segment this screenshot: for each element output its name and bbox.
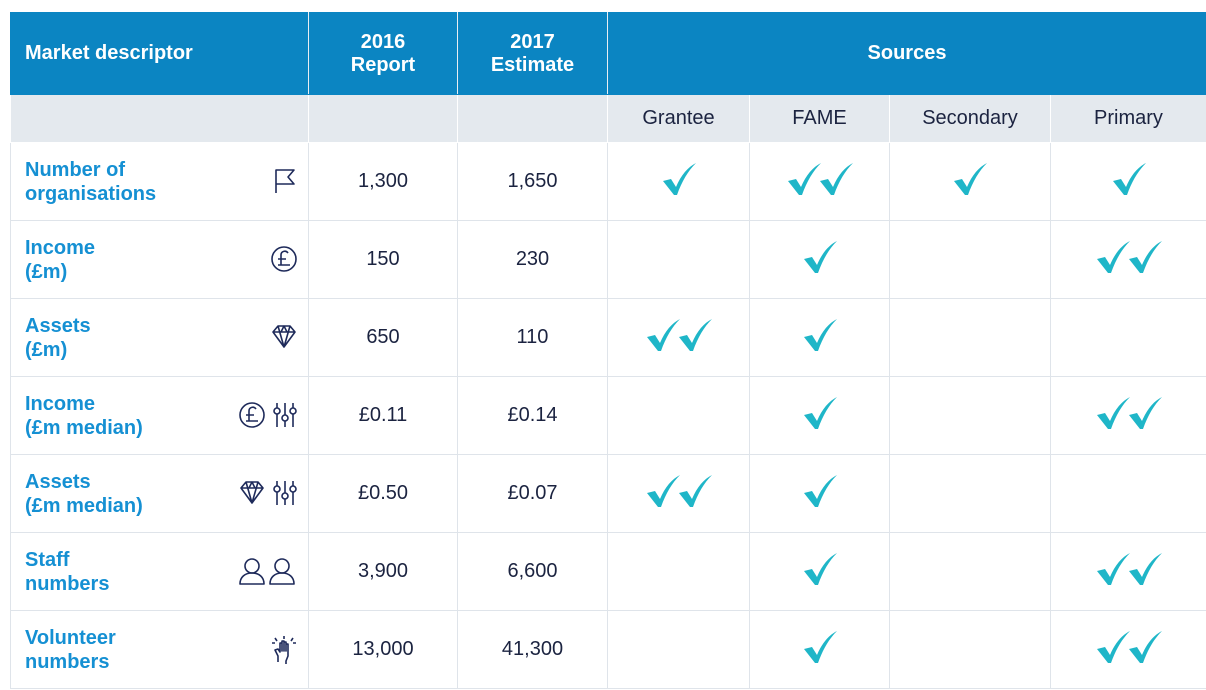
report-value: 650 [308,298,458,377]
label-line: (£m) [25,338,68,361]
market-table: Market descriptor 2016 Report 2017 Estimat… [10,12,1206,689]
source-check [607,532,750,611]
data-row: Volunteer numbers 13,000 41,300 [10,610,1206,689]
row-label: Volunteer numbers [10,610,309,689]
source-check [607,454,750,533]
row-icon [272,635,296,664]
source-check [1050,610,1206,689]
source-check [749,454,890,533]
estimate-header: 2017 Estimate [457,12,608,95]
source-check [607,220,750,299]
row-icon [272,324,296,348]
source-check [607,298,750,377]
source-name: Grantee [607,94,750,143]
source-check [749,376,890,455]
source-check [889,220,1051,299]
source-check [749,610,890,689]
data-row: Assets (£m) 650 110 [10,298,1206,377]
source-name: Secondary [889,94,1051,143]
source-check [607,142,750,221]
row-label: Income (£m) [10,220,309,299]
label-line: Staff [25,548,70,571]
row-icon [239,401,297,428]
source-check [1050,220,1206,299]
source-check [1050,532,1206,611]
source-check [1050,454,1206,533]
row-label: Assets (£m) [10,298,309,377]
label-line: Income [25,236,96,259]
source-name: FAME [749,94,890,143]
source-check [1050,142,1206,221]
estimate-value: 110 [457,298,608,377]
source-check [1050,298,1206,377]
data-row: Assets (£m median) £0.50 £0.07 [10,454,1206,533]
estimate-value: 6,600 [457,532,608,611]
header-line: Estimate [490,53,575,76]
header-row: Market descriptor 2016 Report 2017 Estimat… [10,12,1206,95]
row-icon [275,168,295,193]
label-line: organisations [25,182,157,205]
estimate-value: 230 [457,220,608,299]
label-line: Income [25,392,96,415]
label-line: numbers [25,650,110,673]
label-line: Volunteer [25,626,116,649]
row-label: Staff numbers [10,532,309,611]
report-value: 13,000 [308,610,458,689]
descriptor-header: Market descriptor [10,12,309,95]
estimate-value: 41,300 [457,610,608,689]
source-check [889,298,1051,377]
row-icon [240,480,297,505]
row-label: Number of organisations [10,142,309,221]
label-line: numbers [25,572,110,595]
source-check [889,142,1051,221]
estimate-value: 1,650 [457,142,608,221]
label-line: Number of [25,158,125,181]
estimate-value: £0.14 [457,376,608,455]
source-name: Primary [1050,94,1206,143]
row-label: Assets (£m median) [10,454,309,533]
report-header: 2016 Report [308,12,458,95]
source-check [607,610,750,689]
source-check [1050,376,1206,455]
source-check [749,142,890,221]
report-value: 1,300 [308,142,458,221]
header-line: 2017 [510,30,555,53]
data-row: Number of organisations 1,300 1,650 [10,142,1206,221]
source-check [889,376,1051,455]
header-line: 2016 [360,30,406,53]
data-row: Income (£m median) £0.11 £0.14 [10,376,1206,455]
report-value: 3,900 [308,532,458,611]
data-row: Staff numbers 3,900 6,600 [10,532,1206,611]
estimate-value: £0.07 [457,454,608,533]
data-row: Income (£m) 150 230 [10,220,1206,299]
report-value: £0.11 [308,376,458,455]
label-line: (£m) [25,260,68,283]
row-icon [271,245,297,272]
source-check [607,376,750,455]
source-check [749,298,890,377]
report-value: 150 [308,220,458,299]
header-line: Report [350,53,416,76]
report-value: £0.50 [308,454,458,533]
sources-header: Sources [607,12,1206,95]
source-check [749,220,890,299]
label-line: (£m median) [25,416,143,439]
source-check [889,532,1051,611]
row-icon [239,557,295,585]
label-line: Assets [25,314,91,337]
label-line: Assets [25,470,91,493]
row-label: Income (£m median) [10,376,309,455]
subheader-row: Grantee FAME Secondary Primary [10,94,1206,143]
source-check [749,532,890,611]
label-line: (£m median) [25,494,143,517]
blank [308,94,458,143]
blank [10,94,309,143]
source-check [889,610,1051,689]
table-body: Market descriptor 2016 Report 2017 Estimat… [10,12,1206,689]
source-check [889,454,1051,533]
blank [457,94,608,143]
